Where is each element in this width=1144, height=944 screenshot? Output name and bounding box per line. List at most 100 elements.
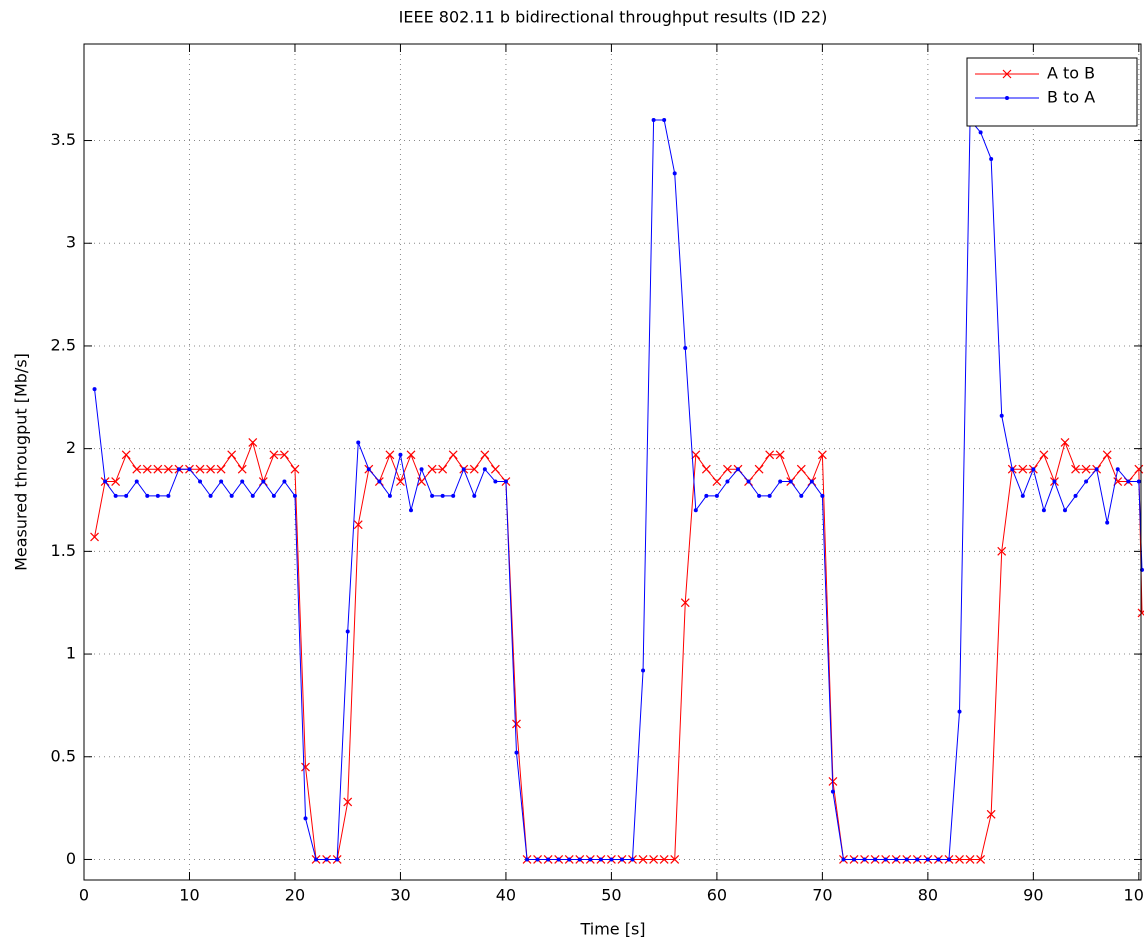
- marker: [683, 346, 688, 350]
- marker: [535, 857, 540, 862]
- marker: [216, 464, 226, 474]
- marker: [701, 464, 711, 474]
- x-tick-label: 0: [79, 886, 89, 905]
- marker: [1137, 608, 1144, 618]
- marker: [659, 855, 669, 864]
- x-tick-label: 80: [918, 886, 938, 905]
- axes-box: [83, 43, 1142, 881]
- marker: [503, 479, 508, 484]
- marker: [609, 857, 614, 862]
- marker: [132, 464, 142, 474]
- marker: [240, 479, 245, 484]
- marker: [134, 479, 139, 484]
- marker: [324, 857, 329, 862]
- marker: [830, 789, 835, 794]
- marker: [208, 493, 213, 498]
- marker: [301, 762, 310, 772]
- marker: [754, 464, 764, 474]
- x-tick-label: 40: [496, 886, 516, 905]
- marker: [187, 467, 192, 472]
- marker: [113, 493, 118, 498]
- marker: [765, 450, 775, 460]
- marker: [343, 797, 353, 807]
- marker: [261, 479, 266, 484]
- marker: [757, 493, 762, 498]
- marker: [955, 855, 964, 864]
- x-tick-label: 70: [812, 886, 832, 905]
- marker: [250, 493, 255, 498]
- marker: [219, 479, 224, 484]
- chart-title: IEEE 802.11 b bidirectional throughput r…: [399, 8, 828, 27]
- marker: [227, 450, 237, 460]
- marker: [1039, 450, 1049, 460]
- marker: [873, 857, 878, 862]
- marker: [145, 493, 150, 498]
- marker: [957, 709, 962, 714]
- marker: [809, 479, 814, 484]
- marker: [778, 479, 783, 484]
- marker: [229, 493, 234, 498]
- marker: [651, 118, 656, 122]
- marker: [915, 857, 920, 862]
- marker: [817, 450, 827, 460]
- marker: [163, 464, 173, 474]
- marker: [775, 450, 785, 460]
- marker: [111, 477, 121, 486]
- marker: [493, 479, 498, 484]
- y-tick-label: 2: [66, 438, 76, 457]
- marker: [482, 467, 487, 472]
- plot-area: [84, 44, 1142, 880]
- marker: [788, 479, 793, 484]
- marker: [1081, 464, 1091, 474]
- marker: [269, 450, 279, 460]
- marker: [1018, 464, 1028, 474]
- marker: [1062, 508, 1067, 513]
- marker: [525, 857, 530, 862]
- marker: [588, 857, 593, 862]
- marker: [630, 857, 635, 862]
- marker: [142, 464, 152, 474]
- marker: [387, 493, 392, 498]
- marker: [248, 438, 258, 447]
- marker: [894, 857, 899, 862]
- y-tick-label: 0: [66, 849, 76, 868]
- marker: [461, 467, 466, 472]
- marker: [567, 857, 572, 862]
- marker: [712, 477, 722, 486]
- marker: [1010, 467, 1015, 472]
- marker: [490, 464, 500, 474]
- marker: [366, 467, 371, 472]
- marker: [290, 464, 300, 474]
- marker: [1102, 450, 1112, 460]
- marker: [649, 855, 659, 864]
- marker: [103, 479, 108, 484]
- x-tick-label: 50: [601, 886, 621, 905]
- y-tick-label: 1: [66, 644, 76, 663]
- marker: [472, 493, 477, 498]
- marker: [198, 479, 203, 484]
- marker: [356, 440, 361, 445]
- marker: [714, 493, 719, 498]
- marker: [480, 450, 490, 460]
- marker: [556, 857, 561, 862]
- marker: [820, 493, 825, 498]
- marker: [1060, 438, 1070, 447]
- marker: [195, 464, 205, 474]
- marker: [976, 855, 986, 864]
- marker: [862, 857, 867, 862]
- marker: [577, 857, 582, 862]
- marker: [279, 450, 289, 460]
- marker: [345, 629, 350, 634]
- marker: [1126, 479, 1131, 484]
- x-tick-label: 100: [1124, 886, 1144, 905]
- marker: [440, 493, 445, 498]
- legend-label: B to A: [1047, 88, 1095, 107]
- marker: [1115, 467, 1120, 472]
- legend-label: A to B: [1047, 64, 1095, 83]
- marker: [619, 857, 624, 862]
- marker: [598, 857, 603, 862]
- marker: [451, 493, 456, 498]
- marker: [90, 532, 99, 542]
- marker: [121, 450, 131, 460]
- x-tick-label: 60: [707, 886, 727, 905]
